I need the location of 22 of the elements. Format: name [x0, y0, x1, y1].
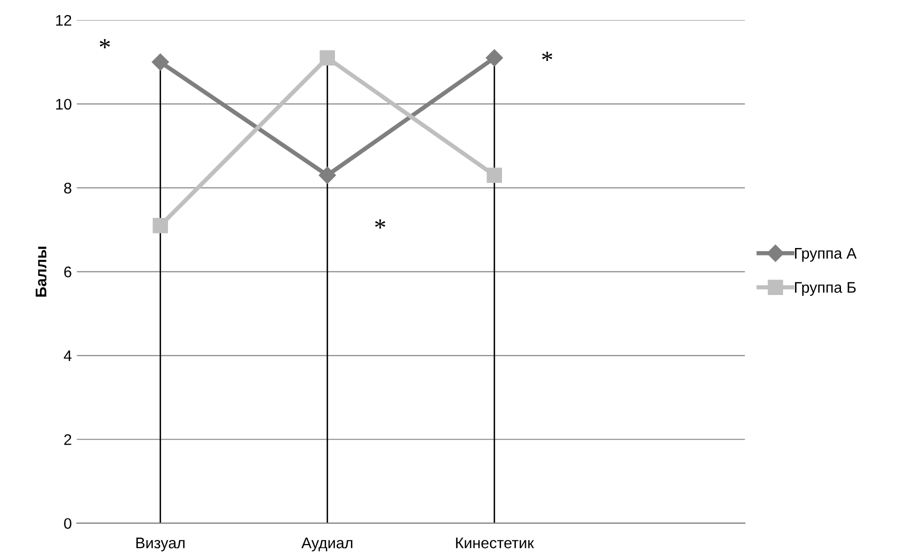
y-tick-label: 6	[64, 266, 72, 278]
y-tick-label: 2	[64, 434, 72, 445]
annotation: *	[375, 219, 386, 229]
point	[486, 49, 503, 66]
y-tick-label: 0	[64, 518, 72, 529]
point	[320, 50, 335, 66]
legend-label: Группа А	[795, 248, 857, 262]
x-tick-label: Аудиал	[301, 538, 352, 552]
point	[152, 53, 169, 71]
annotation: *	[542, 52, 552, 61]
x-tick-label: Кинестетик	[456, 538, 534, 548]
legend-label: Группа Б	[795, 282, 856, 296]
y-tick-label: 4	[64, 350, 72, 362]
point	[152, 218, 168, 234]
point	[318, 166, 336, 184]
y-axis-title: Баллы	[36, 246, 46, 297]
point	[486, 168, 502, 183]
y-tick-label: 8	[64, 182, 72, 194]
annotation: *	[100, 39, 110, 48]
y-tick-label: 10	[56, 98, 72, 110]
y-tick-label: 12	[56, 14, 72, 26]
x-tick-label: Визуал	[136, 538, 185, 552]
